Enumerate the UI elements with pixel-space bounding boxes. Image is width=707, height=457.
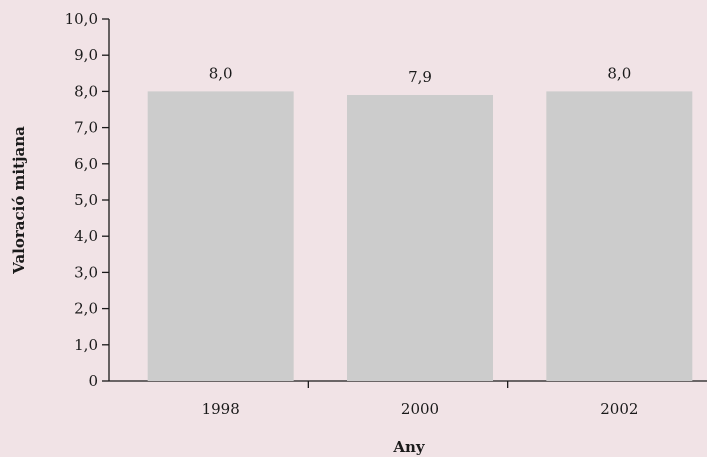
y-tick-label: 5,0 xyxy=(74,191,98,209)
bars-layer: 8,0 7,9 8,0 xyxy=(147,64,693,382)
y-axis-title: Valoració mitjana xyxy=(10,126,28,275)
y-tick-label: 0 xyxy=(88,372,98,390)
y-tick-label: 6,0 xyxy=(74,155,98,173)
y-tick-label: 3,0 xyxy=(74,263,98,281)
y-tick-label: 4,0 xyxy=(74,227,98,245)
bar-value-label: 8,0 xyxy=(607,64,631,82)
x-axis-title: Any xyxy=(392,438,426,456)
bar-2002 xyxy=(546,91,693,382)
x-category-label: 1998 xyxy=(202,400,240,418)
bar-1998 xyxy=(147,91,294,382)
y-tick-label: 1,0 xyxy=(74,336,98,354)
bar-value-label: 8,0 xyxy=(209,64,233,82)
x-axis-ticks: 1998 2000 2002 xyxy=(202,381,638,418)
y-tick-label: 2,0 xyxy=(74,300,98,318)
y-tick-label: 7,0 xyxy=(74,119,98,137)
y-tick-label: 9,0 xyxy=(74,46,98,64)
y-axis-ticks: 0 1,0 2,0 3,0 4,0 5,0 6,0 7,0 8,0 9,0 10,0 xyxy=(65,10,109,390)
x-category-label: 2000 xyxy=(401,400,439,418)
y-tick-label: 10,0 xyxy=(65,10,98,28)
bar-2000 xyxy=(347,95,493,382)
bar-value-label: 7,9 xyxy=(408,68,432,86)
y-tick-label: 8,0 xyxy=(74,82,98,100)
x-category-label: 2002 xyxy=(600,400,638,418)
